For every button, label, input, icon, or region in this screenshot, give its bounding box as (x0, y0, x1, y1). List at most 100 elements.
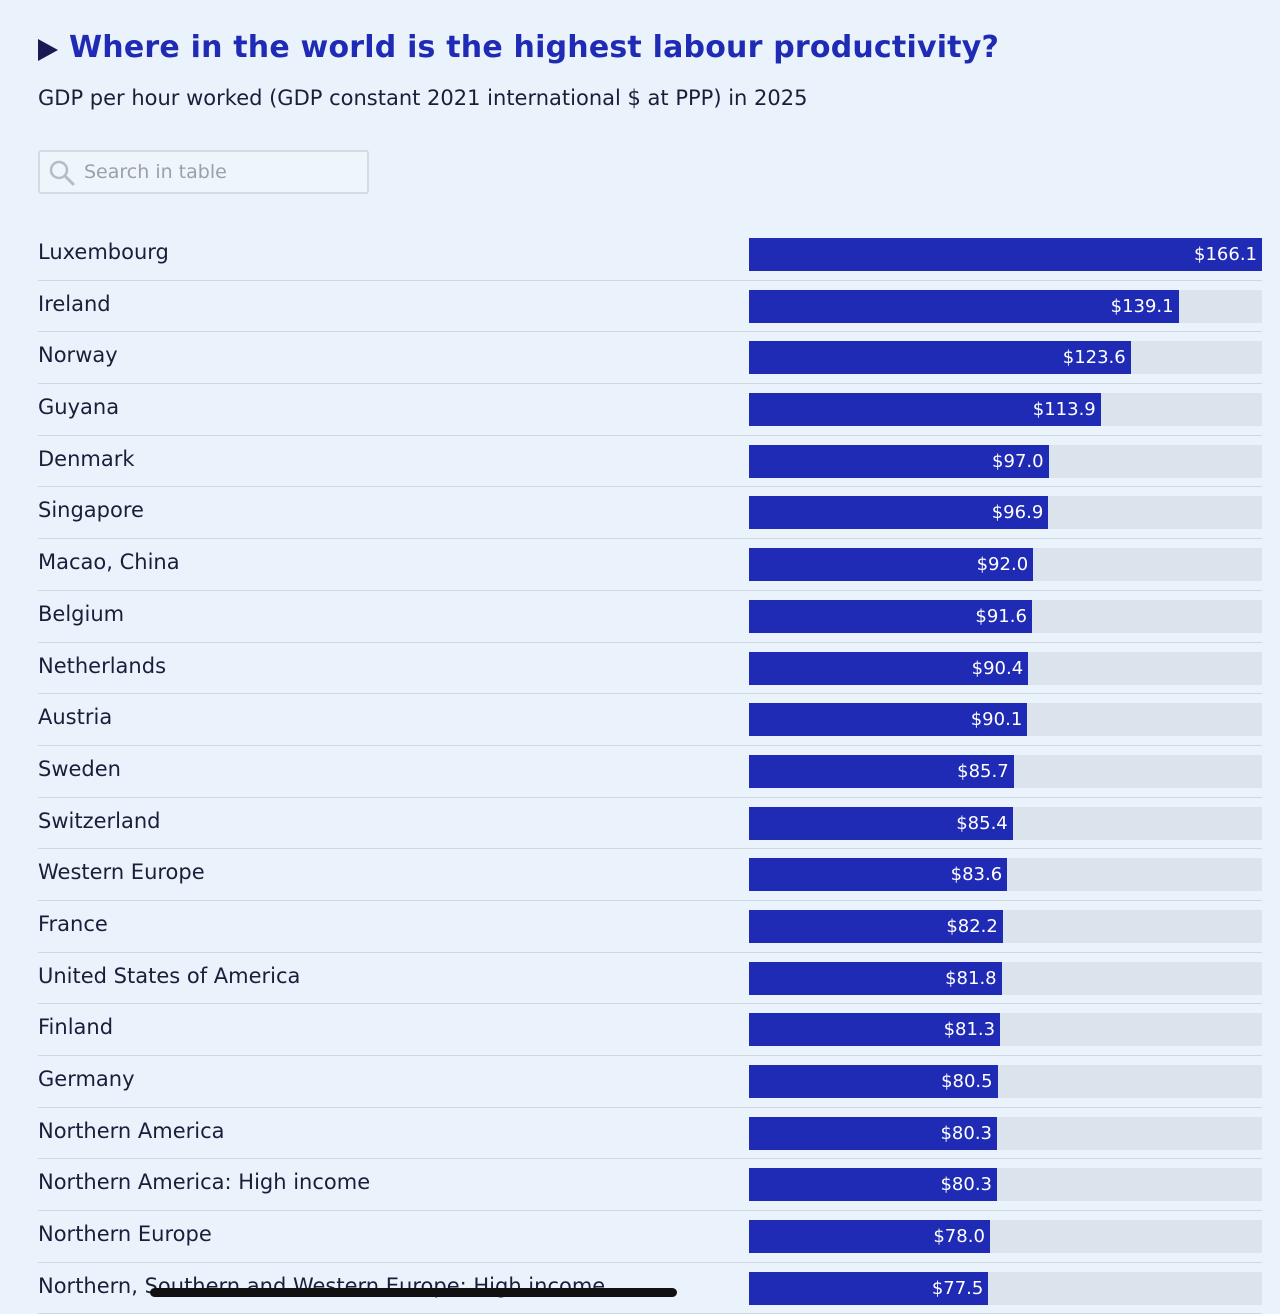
bar-track: $90.1 (749, 703, 1262, 737)
row-label: Northern America: High income (38, 1170, 371, 1195)
table-row: Western Europe $83.6 (38, 849, 1262, 901)
row-label: Singapore (38, 498, 144, 523)
bar-value-label: $139.1 (1110, 295, 1174, 317)
row-label: Switzerland (38, 808, 161, 833)
bar-value-label: $85.7 (957, 760, 1009, 782)
bar: $90.1 (749, 703, 1028, 737)
row-label: Austria (38, 705, 113, 730)
bar-value-label: $166.1 (1194, 244, 1257, 265)
bar-value-label: $91.6 (975, 605, 1027, 627)
collapse-triangle-icon[interactable] (38, 38, 58, 61)
bar: $80.3 (749, 1168, 997, 1202)
table-row: Austria $90.1 (38, 694, 1262, 746)
scroll-indicator[interactable] (150, 1288, 677, 1297)
row-label: Ireland (38, 291, 111, 316)
bar: $82.2 (749, 909, 1003, 943)
bar: $81.3 (749, 1013, 1001, 1047)
row-label: Northern America (38, 1118, 225, 1143)
table-body: Luxembourg $166.1 Ireland $139.1 Norway $123.… (38, 229, 1262, 1314)
bar-track: $139.1 (749, 289, 1262, 323)
bar-track: $113.9 (749, 393, 1262, 427)
table-row: Denmark $97.0 (38, 436, 1262, 488)
search-input[interactable] (84, 152, 354, 192)
row-label: Sweden (38, 756, 121, 781)
bar-value-label: $80.3 (940, 1122, 992, 1144)
bar-value-label: $78.0 (933, 1226, 985, 1248)
chart-header: Where in the world is the highest labour… (38, 30, 999, 65)
bar: $85.4 (749, 806, 1013, 840)
bar: $90.4 (749, 651, 1029, 685)
bar-track: $90.4 (749, 651, 1262, 685)
bar-value-label: $85.4 (956, 812, 1008, 834)
bar-track: $77.5 (749, 1271, 1262, 1305)
table-row: Macao, China $92.0 (38, 539, 1262, 591)
table-row: Belgium $91.6 (38, 591, 1262, 643)
table-row: Norway $123.6 (38, 332, 1262, 385)
bar-value-label: $97.0 (992, 450, 1044, 472)
bar-value-label: $77.5 (931, 1277, 984, 1299)
table-row: Finland $81.3 (38, 1004, 1262, 1056)
bar-track: $166.1 (749, 238, 1262, 271)
bar-value-label: $81.8 (945, 967, 997, 989)
bar: $139.1 (749, 289, 1179, 323)
bar-value-label: $83.6 (950, 864, 1003, 886)
bar-value-label: $113.9 (1032, 399, 1096, 421)
table-row: Singapore $96.9 (38, 487, 1262, 540)
chart-subtitle: GDP per hour worked (GDP constant 2021 i… (38, 86, 808, 110)
table-row: Northern America: High income $80.3 (38, 1159, 1262, 1212)
bar: $92.0 (749, 548, 1034, 582)
bar-track: $97.0 (749, 444, 1262, 478)
row-label: France (38, 911, 108, 936)
bar-track: $96.9 (749, 496, 1262, 530)
bar-value-label: $80.3 (940, 1174, 992, 1196)
bar: $80.3 (749, 1116, 997, 1150)
table-row: Northern Europe $78.0 (38, 1211, 1262, 1263)
table-row: Luxembourg $166.1 (38, 229, 1262, 281)
bar-track: $80.3 (749, 1116, 1262, 1150)
row-label: United States of America (38, 963, 301, 988)
bar-track: $123.6 (749, 341, 1262, 375)
search-icon (49, 160, 75, 186)
bar-track: $80.3 (749, 1168, 1262, 1202)
bar-value-label: $96.9 (991, 502, 1044, 524)
row-label: Finland (38, 1015, 114, 1040)
row-label: Belgium (38, 601, 125, 626)
bar: $91.6 (749, 599, 1032, 633)
search-box[interactable] (38, 150, 369, 194)
table-row: Germany $80.5 (38, 1056, 1262, 1108)
row-label: Netherlands (38, 653, 167, 678)
bar: $77.5 (749, 1271, 989, 1305)
bar: $78.0 (749, 1220, 990, 1254)
bar: $97.0 (749, 444, 1049, 478)
table-row: Guyana $113.9 (38, 384, 1262, 436)
table-row: Switzerland $85.4 (38, 798, 1262, 850)
bar-track: $78.0 (749, 1220, 1262, 1254)
bar: $83.6 (749, 858, 1008, 892)
bar: $85.7 (749, 754, 1014, 788)
row-label: Denmark (38, 446, 135, 471)
bar-value-label: $90.1 (970, 709, 1023, 731)
bar-value-label: $81.3 (943, 1019, 996, 1041)
row-label: Guyana (38, 395, 120, 420)
bar-value-label: $123.6 (1062, 347, 1126, 369)
bar-value-label: $82.2 (946, 915, 998, 937)
bar-track: $81.8 (749, 961, 1262, 995)
bar-track: $92.0 (749, 548, 1262, 582)
table-row: Ireland $139.1 (38, 281, 1262, 333)
chart-title: Where in the world is the highest labour… (69, 30, 1000, 65)
table-row: Northern America $80.3 (38, 1108, 1262, 1160)
row-label: Norway (38, 343, 118, 368)
row-label: Luxembourg (38, 240, 169, 264)
bar-track: $85.4 (749, 806, 1262, 840)
row-label: Macao, China (38, 550, 180, 575)
bar: $80.5 (749, 1065, 998, 1098)
bar-value-label: $80.5 (941, 1071, 993, 1092)
bar: $123.6 (749, 341, 1131, 375)
bar: $113.9 (749, 393, 1101, 427)
bar: $81.8 (749, 961, 1002, 995)
bar-value-label: $90.4 (971, 657, 1024, 679)
bar-track: $83.6 (749, 858, 1262, 892)
table-row: Netherlands $90.4 (38, 643, 1262, 695)
bar-track: $85.7 (749, 754, 1262, 788)
bar-track: $82.2 (749, 909, 1262, 943)
